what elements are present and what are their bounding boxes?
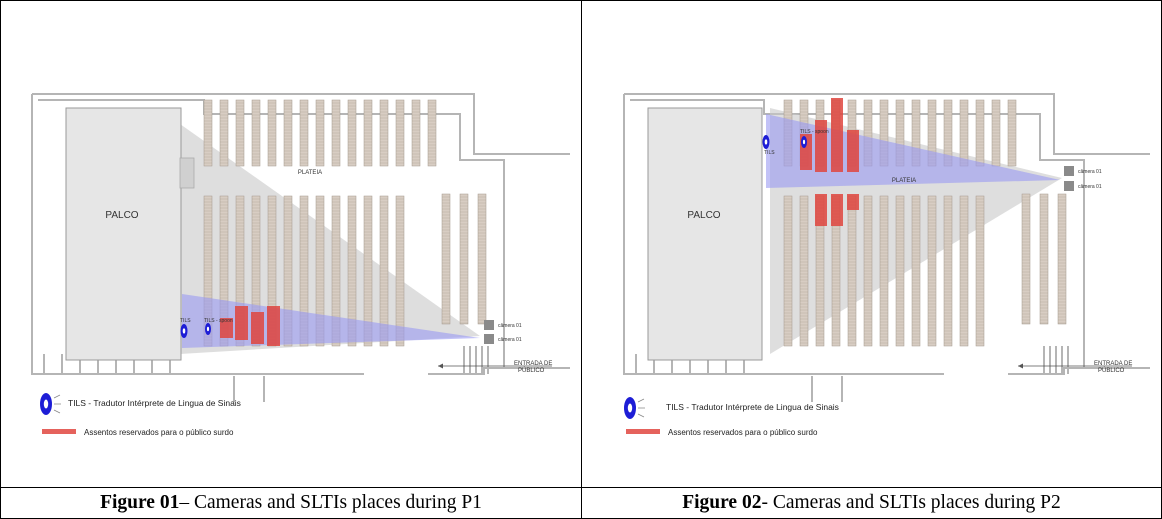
reserved-seats [220, 306, 280, 346]
stage-label: PALCO [105, 210, 138, 221]
seat-rows [203, 99, 487, 347]
entrance-label-line-2: PÚBLICO [518, 367, 545, 374]
reserved-seats [800, 98, 859, 226]
reserved-seat [235, 306, 248, 340]
figure-01-floor-plan: PALCO PLATEIA TILS TILS - spoon câmera 0… [31, 93, 570, 437]
audience-label: PLATEIA [298, 170, 322, 176]
stage [647, 107, 763, 361]
tils-icon [180, 324, 188, 338]
legend-tils-icon [40, 393, 61, 415]
entrance-arrow [438, 363, 552, 369]
stage-label: PALCO [687, 210, 720, 221]
building-walls [623, 93, 1150, 402]
camera-1-label: câmera 01 [498, 323, 522, 329]
camera-2-label: câmera 01 [1078, 184, 1102, 190]
reserved-seat [847, 130, 859, 172]
reserved-seat [831, 194, 843, 226]
legend-seat-swatch [626, 429, 660, 434]
legend-tils-icon [624, 397, 645, 419]
stage-steps [179, 157, 195, 189]
stage [65, 107, 182, 361]
audience-label: PLATEIA [892, 178, 916, 184]
figure-02-caption-text: - Cameras and SLTIs places during P2 [761, 492, 1061, 513]
legend-seat-swatch [42, 429, 76, 434]
reserved-seat [220, 318, 233, 338]
reserved-seat [815, 194, 827, 226]
legend-seats-text: Assentos reservados para o público surdo [668, 428, 818, 437]
seat-row [441, 193, 451, 325]
figure-01-caption-number: Figure 01 [100, 492, 180, 513]
figure-01-caption-text: – Cameras and SLTIs places during P1 [179, 492, 482, 513]
figure-02-caption: Figure 02 - Cameras and SLTIs places dur… [581, 487, 1162, 519]
tils-label: TILS [764, 150, 775, 156]
legend-tils-text: TILS - Tradutor Intérprete de Lingua de … [68, 398, 241, 408]
figure-02-floor-plan: PALCO PLATEIA TILS TILS - spoon câmera 0… [623, 93, 1150, 437]
reserved-seat [831, 98, 843, 172]
entrance-label-line-2: PÚBLICO [1098, 367, 1125, 374]
tils-spoon-icon [205, 323, 211, 335]
figure-01-caption: Figure 01 – Cameras and SLTIs places dur… [0, 487, 582, 519]
reserved-seat [847, 194, 859, 210]
entrance-arrow [1018, 363, 1132, 369]
camera-1-label: câmera 01 [1078, 169, 1102, 175]
camera-2-label: câmera 01 [498, 337, 522, 343]
seat-row [1021, 193, 1031, 325]
reserved-seat [815, 120, 827, 172]
camera-icon [1064, 166, 1074, 191]
tils-spoon-icon [801, 136, 807, 148]
seat-row [459, 193, 469, 325]
building-walls [31, 93, 570, 402]
reserved-seat [267, 306, 280, 346]
figure-02-caption-number: Figure 02 [682, 492, 762, 513]
tils-spoon-label: TILS - spoon [204, 318, 233, 324]
tils-label: TILS [180, 318, 191, 324]
seat-row [477, 193, 487, 325]
seat-row [1057, 193, 1067, 325]
entrance-label-line-1: ENTRADA DE [514, 361, 552, 367]
reserved-seat [251, 312, 264, 344]
legend-tils-text: TILS - Tradutor Intérprete de Lingua de … [666, 402, 839, 412]
seat-row [1039, 193, 1049, 325]
legend-seats-text: Assentos reservados para o público surdo [84, 428, 234, 437]
camera-icon [484, 320, 494, 344]
tils-icon [762, 135, 770, 149]
entrance-label-line-1: ENTRADA DE [1094, 361, 1132, 367]
tils-spoon-label: TILS - spoon [800, 129, 829, 135]
